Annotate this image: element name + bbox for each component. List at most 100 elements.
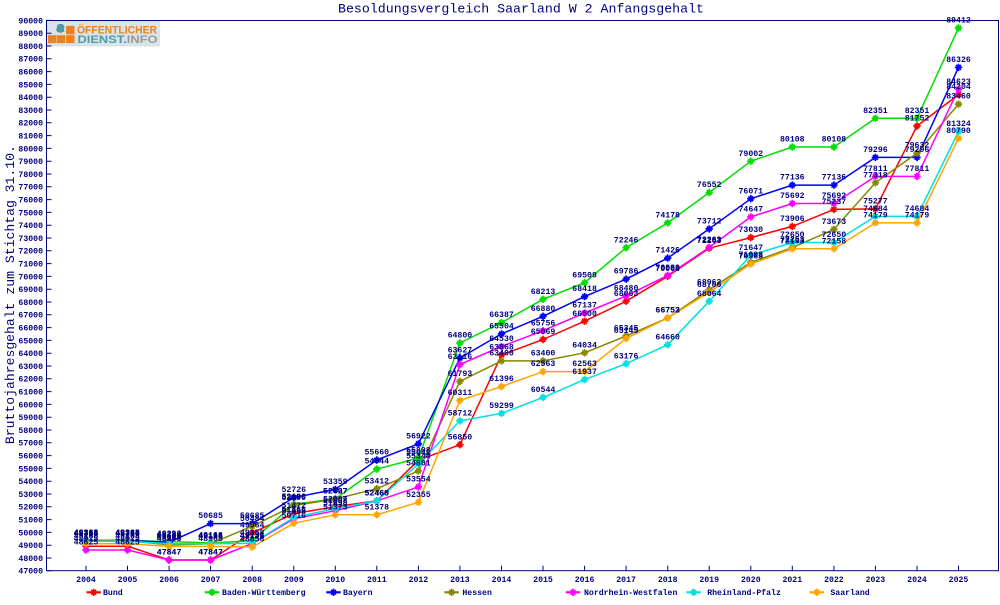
svg-text:77318: 77318 — [863, 171, 888, 180]
svg-text:2010: 2010 — [325, 576, 345, 585]
svg-text:50685: 50685 — [240, 512, 265, 521]
svg-text:74178: 74178 — [655, 212, 680, 221]
svg-text:49290: 49290 — [157, 530, 182, 539]
svg-text:52007: 52007 — [323, 495, 348, 504]
svg-text:49156: 49156 — [240, 532, 265, 541]
svg-text:2013: 2013 — [450, 576, 470, 585]
svg-text:89412: 89412 — [946, 17, 971, 26]
svg-text:63400: 63400 — [531, 350, 556, 359]
svg-text:52460: 52460 — [365, 490, 390, 499]
svg-text:49234: 49234 — [157, 531, 182, 540]
svg-text:2022: 2022 — [824, 576, 844, 585]
svg-text:Baden-Württemberg: Baden-Württemberg — [222, 588, 306, 598]
svg-text:ÖFFENTLICHER: ÖFFENTLICHER — [77, 24, 157, 37]
svg-text:50000: 50000 — [18, 529, 43, 538]
svg-text:51000: 51000 — [18, 517, 43, 526]
svg-text:2020: 2020 — [741, 576, 761, 585]
svg-text:74684: 74684 — [905, 205, 930, 214]
svg-text:51066: 51066 — [282, 507, 307, 516]
svg-text:70000: 70000 — [18, 273, 43, 282]
svg-text:51373: 51373 — [323, 503, 348, 512]
svg-text:2004: 2004 — [76, 576, 96, 585]
svg-text:73712: 73712 — [697, 218, 722, 227]
svg-text:49368: 49368 — [74, 529, 99, 538]
svg-text:66387: 66387 — [489, 311, 514, 320]
svg-text:2009: 2009 — [284, 576, 304, 585]
svg-text:69786: 69786 — [614, 268, 639, 277]
svg-text:72263: 72263 — [697, 236, 722, 245]
svg-text:49023: 49023 — [157, 534, 182, 543]
svg-text:75277: 75277 — [863, 198, 888, 207]
svg-text:81752: 81752 — [905, 115, 930, 124]
svg-text:68418: 68418 — [572, 285, 597, 294]
svg-text:84000: 84000 — [18, 94, 43, 103]
svg-text:84204: 84204 — [946, 83, 971, 92]
svg-text:Bruttojahresgehalt zum Stichta: Bruttojahresgehalt zum Stichtag 31.10. — [3, 145, 18, 444]
svg-text:80108: 80108 — [822, 136, 847, 145]
svg-text:72158: 72158 — [822, 237, 847, 246]
svg-text:68962: 68962 — [697, 278, 722, 287]
svg-text:90000: 90000 — [18, 17, 43, 26]
svg-text:86000: 86000 — [18, 69, 43, 78]
svg-text:80000: 80000 — [18, 145, 43, 154]
svg-text:2011: 2011 — [367, 576, 387, 585]
svg-text:61396: 61396 — [489, 375, 514, 384]
svg-text:56000: 56000 — [18, 453, 43, 462]
svg-text:Rheinland-Pfalz: Rheinland-Pfalz — [707, 588, 781, 598]
svg-text:79002: 79002 — [739, 150, 764, 159]
svg-text:Bayern: Bayern — [343, 589, 373, 598]
svg-text:74000: 74000 — [18, 222, 43, 231]
svg-text:68480: 68480 — [614, 285, 639, 294]
svg-text:68213: 68213 — [531, 288, 556, 297]
svg-text:52460: 52460 — [365, 490, 390, 499]
svg-text:50716: 50716 — [282, 512, 307, 521]
svg-text:49368: 49368 — [115, 529, 140, 538]
svg-text:49168: 49168 — [198, 532, 223, 541]
svg-text:63868: 63868 — [489, 344, 514, 353]
svg-text:69000: 69000 — [18, 286, 43, 295]
svg-text:2021: 2021 — [782, 576, 802, 585]
svg-text:84623: 84623 — [946, 78, 971, 87]
svg-text:48925: 48925 — [115, 535, 140, 544]
svg-text:55642: 55642 — [406, 449, 431, 458]
svg-text:73673: 73673 — [822, 218, 847, 227]
svg-text:2005: 2005 — [118, 576, 138, 585]
svg-text:70965: 70965 — [739, 253, 764, 262]
svg-text:58000: 58000 — [18, 427, 43, 436]
svg-text:47847: 47847 — [157, 549, 182, 558]
svg-text:81324: 81324 — [946, 120, 971, 129]
svg-text:48000: 48000 — [18, 555, 43, 564]
svg-text:52726: 52726 — [282, 486, 307, 495]
svg-text:48625: 48625 — [115, 539, 140, 548]
svg-text:63000: 63000 — [18, 363, 43, 372]
svg-text:62563: 62563 — [531, 360, 556, 369]
svg-text:67137: 67137 — [572, 302, 597, 311]
svg-text:70008: 70008 — [655, 265, 680, 274]
svg-text:87000: 87000 — [18, 56, 43, 65]
svg-text:72650: 72650 — [822, 231, 847, 240]
svg-text:51698: 51698 — [323, 499, 348, 508]
svg-text:80108: 80108 — [780, 136, 805, 145]
svg-text:66752: 66752 — [655, 307, 680, 316]
svg-text:82351: 82351 — [863, 107, 888, 116]
svg-text:47847: 47847 — [198, 549, 223, 558]
svg-text:50484: 50484 — [240, 515, 265, 524]
svg-text:64660: 64660 — [655, 333, 680, 342]
svg-text:68064: 68064 — [697, 290, 722, 299]
svg-text:2017: 2017 — [616, 576, 636, 585]
svg-text:63400: 63400 — [489, 350, 514, 359]
svg-text:71426: 71426 — [655, 247, 680, 256]
svg-text:73000: 73000 — [18, 235, 43, 244]
svg-text:71093: 71093 — [739, 251, 764, 260]
svg-text:Hessen: Hessen — [462, 589, 492, 598]
svg-text:49106: 49106 — [198, 532, 223, 541]
svg-text:48908: 48908 — [198, 535, 223, 544]
svg-text:49358: 49358 — [240, 529, 265, 538]
svg-text:49306: 49306 — [115, 530, 140, 539]
svg-text:68063: 68063 — [614, 290, 639, 299]
svg-text:52190: 52190 — [282, 493, 307, 502]
svg-text:54801: 54801 — [406, 460, 431, 469]
svg-text:71000: 71000 — [18, 261, 43, 270]
svg-text:49106: 49106 — [157, 532, 182, 541]
svg-text:56850: 56850 — [448, 433, 473, 442]
